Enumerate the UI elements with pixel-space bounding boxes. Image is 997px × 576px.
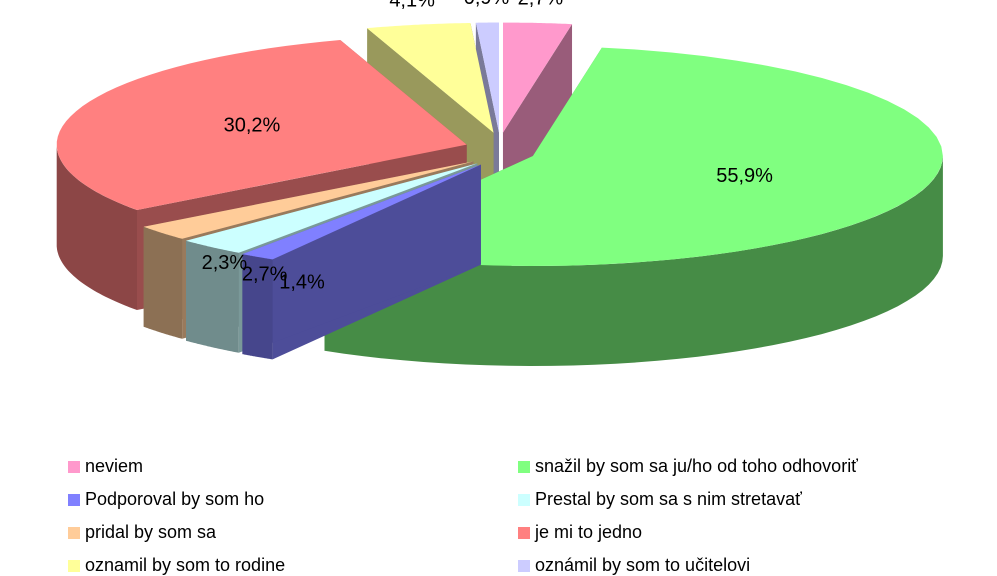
legend-label: je mi to jedno	[534, 522, 642, 542]
slice-side	[242, 164, 481, 355]
data-label: 2,7%	[518, 0, 564, 9]
slice	[242, 164, 481, 260]
legend-label: oznamil by som to rodine	[85, 555, 285, 575]
data-label: 4,1%	[389, 0, 435, 11]
legend-swatch	[68, 527, 80, 539]
legend-swatch	[68, 560, 80, 572]
legend-swatch	[518, 494, 530, 506]
slice	[56, 40, 467, 210]
slice-side	[56, 144, 138, 310]
slice	[502, 22, 572, 133]
slice-side	[242, 254, 273, 360]
data-label: 30,2%	[224, 114, 281, 136]
legend-swatch	[518, 527, 530, 539]
slice-side	[324, 156, 943, 366]
legend-label: snažil by som sa ju/ho od toho odhovoriť	[535, 456, 858, 476]
slice	[186, 163, 478, 253]
legend-label: oznámil by som to učitelovi	[535, 555, 750, 575]
legend-label: pridal by som sa	[85, 522, 217, 542]
legend-label: Prestal by som sa s nim stretavať	[535, 489, 802, 509]
slice-side	[186, 240, 239, 353]
slice	[367, 23, 494, 133]
data-label: 0,9%	[464, 0, 510, 9]
legend-label: Podporoval by som ho	[85, 489, 264, 509]
data-label: 2,3%	[202, 252, 248, 274]
slice	[143, 161, 474, 239]
legend-swatch	[518, 461, 530, 473]
legend-swatch	[68, 494, 80, 506]
slice	[475, 22, 500, 133]
data-label: 2,7%	[242, 264, 288, 286]
legend-swatch	[518, 560, 530, 572]
legend-label: neviem	[85, 456, 143, 476]
data-label: 1,4%	[279, 272, 325, 294]
data-label: 55,9%	[716, 165, 773, 187]
slice-side	[143, 226, 183, 339]
legend-swatch	[68, 461, 80, 473]
